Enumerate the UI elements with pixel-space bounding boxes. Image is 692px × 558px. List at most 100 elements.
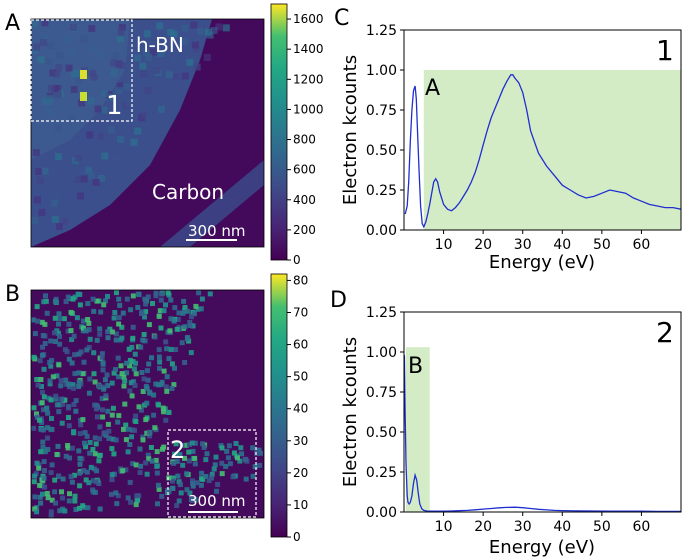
map-b-pixel	[87, 450, 93, 456]
map-b-pixel	[34, 411, 39, 417]
plot-d-ytick-label: 0.50	[366, 425, 397, 441]
map-b-pixel	[73, 408, 79, 414]
plot-c-xtick-label: 30	[514, 237, 532, 253]
panel-letter-b: B	[5, 282, 20, 307]
plot-d-xtick-label: 30	[514, 519, 532, 535]
map-b-pixel	[87, 376, 93, 382]
plot-c-xtick-label: 40	[553, 237, 571, 253]
map-b-pixel	[72, 371, 78, 377]
map-a-pixel	[118, 61, 126, 69]
plot-d-xtick-label: 60	[633, 519, 651, 535]
map-a-pixel	[139, 111, 147, 119]
map-a-pixel	[70, 86, 78, 93]
map-a-pixel	[73, 175, 81, 183]
map-b-pixel	[190, 323, 196, 329]
map-b-pixel	[190, 478, 195, 484]
map-a-pixel	[97, 133, 105, 141]
map-b-speckle	[31, 290, 263, 518]
map-a-pixel	[85, 166, 93, 174]
map-b-pixel	[207, 291, 213, 297]
map-b-pixel	[83, 328, 89, 334]
map-b-pixel	[109, 446, 115, 452]
map-b-pixel	[100, 414, 106, 420]
map-b-pixel	[53, 500, 59, 506]
map-b-pixel	[114, 290, 119, 296]
plot-d-ytick-label: 0.25	[366, 465, 397, 481]
plot-c-xtick-label: 20	[474, 237, 492, 253]
map-a-pixel	[126, 99, 134, 107]
map-b-pixel	[164, 388, 170, 394]
map-b-pixel	[172, 305, 178, 311]
map-b-pixel	[72, 498, 78, 504]
map-b-pixel	[122, 378, 128, 384]
plot-d-ylabel: Electron kcounts	[340, 337, 361, 487]
map-b-pixel	[34, 304, 40, 310]
map-a-pixel	[80, 35, 88, 43]
map-a-pixel	[116, 82, 124, 90]
map-b-pixel	[92, 489, 98, 495]
map-b-pixel	[105, 335, 111, 341]
map-b-pixel	[71, 402, 77, 407]
map-b-pixel	[101, 430, 107, 436]
map-b-pixel	[204, 451, 210, 457]
map-b-pixel	[139, 311, 144, 316]
map-b-pixel	[105, 294, 110, 299]
map-a-pixel	[35, 168, 43, 175]
map-b-pixel	[66, 384, 72, 390]
map-b-pixel	[122, 401, 128, 407]
map-a-pixel	[47, 42, 55, 50]
map-a-pixel	[171, 56, 178, 64]
map-b-pixel	[144, 385, 150, 391]
map-a-pixel	[130, 138, 138, 146]
map-b-pixel	[41, 475, 47, 481]
plot-c: 10 20 30 40 50 60 0.00 0.25 0.50 0.75 1.00 1.25 A 1…	[340, 23, 682, 273]
map-b-pixel	[70, 385, 76, 391]
plot-d-corner-number: 2	[656, 316, 674, 349]
map-b-pixel	[65, 443, 71, 448]
map-a-pixel	[88, 172, 96, 180]
colorbar-a	[270, 3, 288, 261]
map-b-pixel	[77, 470, 83, 476]
map-a-pixel	[45, 98, 53, 106]
map-b-pixel	[41, 299, 47, 305]
map-b-pixel	[187, 323, 193, 328]
map-b-pixel	[195, 306, 201, 312]
map-a-pixel	[74, 154, 82, 162]
map-a-pixel	[70, 24, 78, 31]
map-a-frame	[30, 18, 265, 248]
map-a-pixel	[50, 199, 58, 207]
map-b-pixel	[258, 450, 263, 456]
map-a-pixel	[204, 28, 212, 36]
map-a-pixel	[54, 124, 62, 132]
map-b-pixel	[36, 465, 42, 471]
map-b-pixel	[147, 433, 153, 439]
map-a-pixel	[69, 47, 77, 55]
map-b-pixel	[135, 305, 141, 310]
map-b-pixel	[128, 307, 134, 313]
plot-c-shaded-label: A	[425, 76, 440, 101]
map-b-pixel	[186, 449, 192, 455]
map-b-pixel	[56, 473, 62, 479]
map-b-pixel	[201, 445, 207, 450]
map-b-pixel	[52, 489, 58, 495]
map-b-pixel	[44, 405, 49, 411]
map-b-scalebar-label: 300 nm	[188, 492, 246, 510]
map-a-pixel	[75, 77, 83, 85]
map-b-pixel	[47, 378, 53, 384]
map-b-pixel	[96, 453, 102, 459]
plot-c-xtick-label: 60	[633, 237, 651, 253]
map-b-pixel	[188, 350, 194, 356]
map-b-pixel	[123, 467, 129, 473]
map-a-pixel	[117, 136, 125, 144]
map-b-pixel	[127, 357, 133, 363]
map-b-pixel	[125, 449, 131, 455]
map-b-pixel	[133, 419, 139, 424]
map-b-pixel	[92, 435, 98, 441]
map-b-pixel	[41, 394, 47, 400]
map-b-pixel	[133, 360, 138, 366]
map-b-pixel	[57, 334, 62, 340]
map-b-pixel	[189, 440, 195, 446]
map-a-pixel	[86, 131, 94, 139]
map-b-pixel	[37, 358, 43, 364]
map-b-pixel	[48, 397, 54, 403]
